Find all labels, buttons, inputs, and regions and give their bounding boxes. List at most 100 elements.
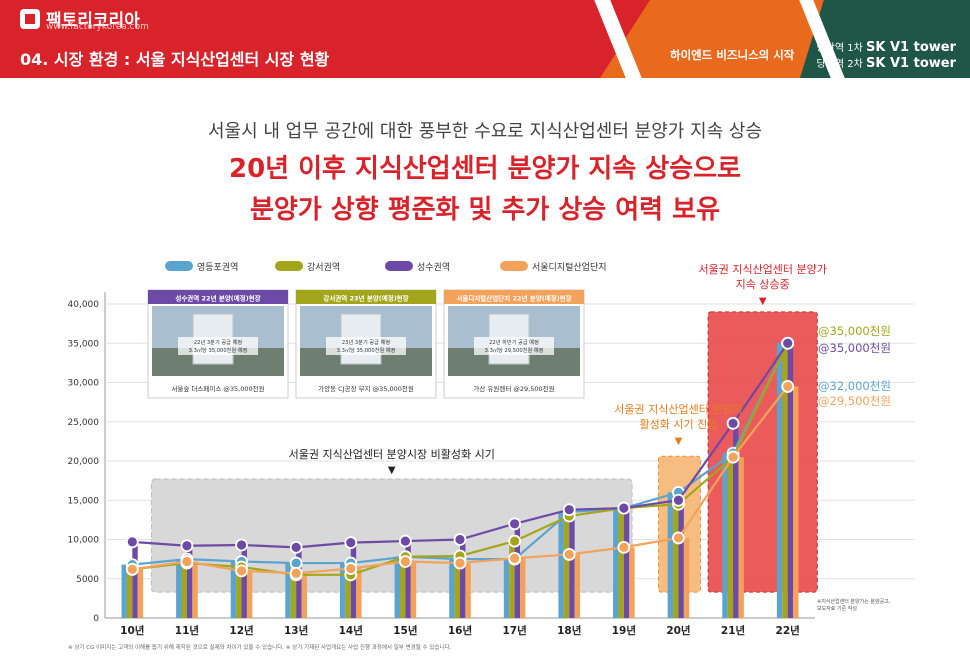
- legend-swatch-3: [500, 261, 528, 271]
- bar-3-7: [520, 558, 526, 618]
- bar-3-10: [683, 537, 690, 618]
- bar-1-9: [618, 508, 624, 618]
- x-tick-label: 22년: [776, 624, 800, 637]
- bar-3-3: [301, 573, 307, 618]
- bar-1-2: [236, 566, 242, 618]
- y-tick-label: 15,000: [68, 496, 100, 506]
- photo-overlay-line2-2: 3.3㎡당 29,500천원 예정: [485, 346, 544, 354]
- y-tick-label: 35,000: [68, 339, 100, 349]
- bar-3-11: [738, 457, 744, 618]
- end-value-label-1: @35,000천원: [818, 341, 891, 355]
- source-note-line1: ※지식산업센터 분양가는 분양공고,: [817, 598, 891, 605]
- bar-0-10: [667, 492, 674, 618]
- bar-1-11: [727, 457, 734, 618]
- bar-0-6: [449, 559, 455, 618]
- point-2-6: [453, 533, 467, 546]
- point-3-12: [781, 380, 795, 393]
- bar-0-5: [394, 556, 400, 618]
- activation-label-line2: 활성화 시기 진입: [640, 417, 718, 431]
- rising-marker: ▼: [759, 296, 767, 307]
- y-tick-label: 20,000: [68, 457, 100, 467]
- bar-3-1: [192, 561, 198, 618]
- point-3-8: [562, 548, 576, 561]
- bar-2-12: [787, 343, 794, 618]
- photo-card-header-1: [296, 290, 436, 304]
- point-3-10: [672, 531, 685, 545]
- logo[interactable]: 팩토리코리아: [20, 6, 140, 31]
- bar-1-12: [782, 343, 788, 618]
- point-1-7: [508, 534, 522, 548]
- photo-caption-1: 가양동 CJ공장 부지 @35,000천원: [318, 384, 414, 393]
- photo-overlay-line1-0: 22년 3분기 공급 예정: [194, 338, 242, 346]
- activation-label-line1: 서울권 지식산업센터 분양가: [614, 403, 742, 416]
- logo-name: 팩토리코리아: [46, 11, 140, 31]
- photo-overlay-line1-2: 22년 하반기 공급 예정: [489, 338, 539, 346]
- point-2-8: [562, 503, 576, 517]
- point-3-6: [453, 556, 467, 570]
- header-banner: 팩토리코리아 www.factorykorea.com 04. 시장 환경 : …: [0, 0, 970, 78]
- bar-3-0: [137, 569, 144, 618]
- headline-line-1: 20년 이후 지식산업센터 분양가 지속 상승으로: [228, 154, 741, 184]
- photo-overlay-1: [326, 337, 406, 355]
- bar-1-0: [126, 569, 133, 618]
- bar-3-4: [356, 568, 362, 618]
- inactive-period-marker: ▼: [388, 465, 396, 476]
- point-2-10: [672, 493, 685, 507]
- point-2-7: [508, 517, 522, 531]
- legend-label-3: 서울디지털산업단지: [532, 261, 607, 273]
- rising-label-line2: 지속 상승중: [736, 278, 790, 291]
- y-tick-label: 25,000: [68, 418, 100, 428]
- point-2-2: [235, 538, 248, 552]
- sub-headline: 서울시 내 업무 공간에 대한 풍부한 수요로 지식산업센터 분양가 지속 상승: [207, 121, 762, 142]
- brand-name: SK V1 tower: [866, 56, 956, 71]
- x-tick-label: 17년: [502, 624, 526, 637]
- photo-card-title-0: 성수권역 22년 분양(예정)현장: [175, 294, 260, 303]
- point-3-3: [289, 566, 303, 580]
- bar-3-6: [465, 563, 471, 618]
- bar-3-5: [410, 561, 417, 618]
- bar-2-7: [514, 523, 521, 618]
- end-value-label-0: @35,000천원: [818, 324, 891, 338]
- x-tick-label: 14년: [339, 624, 363, 637]
- photo-overlay-2: [474, 337, 554, 355]
- x-tick-label: 18년: [557, 624, 581, 637]
- brand-name: SK V1 tower: [866, 40, 956, 55]
- end-value-label-3: @29,500천원: [818, 394, 891, 408]
- photo-card-header-2: [444, 290, 584, 304]
- legend-label-0: 영등포권역: [197, 261, 238, 273]
- x-tick-label: 10년: [120, 624, 144, 637]
- logo-icon: [20, 8, 40, 29]
- inactive-period-label: 서울권 지식산업센터 분양시장 비활성화 시기: [289, 447, 495, 461]
- end-value-label-2: @32,000천원: [818, 379, 891, 393]
- bar-0-2: [230, 561, 237, 618]
- point-3-9: [617, 540, 631, 554]
- bar-0-3: [285, 563, 291, 618]
- bar-0-4: [339, 563, 346, 618]
- tagline: 하이엔드 비즈니스의 시작: [670, 48, 795, 62]
- photo-overlay-0: [178, 337, 258, 355]
- x-tick-label: 13년: [284, 624, 308, 637]
- point-3-2: [235, 564, 248, 578]
- x-tick-label: 19년: [612, 624, 636, 637]
- x-tick-label: 16년: [448, 624, 472, 637]
- x-tick-label: 12년: [229, 624, 253, 637]
- bar-2-1: [186, 545, 193, 618]
- y-tick-label: 0: [93, 614, 99, 624]
- bar-0-11: [722, 453, 728, 618]
- activation-marker: ▼: [675, 436, 683, 447]
- photo-card-title-2: 서울디지털산업단지 22년 분양(예정)현장: [456, 294, 571, 303]
- bar-2-9: [623, 508, 630, 618]
- bar-2-5: [405, 541, 411, 618]
- source-note-line2: 보도자료 기준 작성: [817, 605, 857, 612]
- point-2-9: [617, 501, 631, 515]
- bar-1-6: [454, 555, 460, 618]
- point-2-11: [726, 416, 740, 430]
- point-3-0: [125, 562, 139, 576]
- bar-1-3: [290, 574, 297, 618]
- legend-swatch-2: [385, 261, 413, 271]
- y-tick-label: 40,000: [68, 300, 100, 310]
- bar-2-10: [678, 500, 684, 618]
- point-2-0: [125, 535, 139, 549]
- brand-prefix: 당산역 2차: [816, 59, 863, 70]
